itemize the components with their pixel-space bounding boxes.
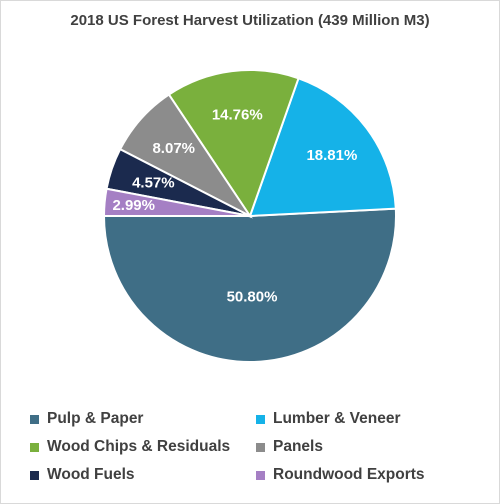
legend-item-3: Wood Chips & Residuals — [30, 438, 248, 456]
legend-label: Pulp & Paper — [47, 410, 144, 427]
pie-slice-6 — [102, 187, 251, 217]
chart-title: 2018 US Forest Harvest Utilization (439 … — [70, 12, 430, 29]
legend-swatch — [30, 414, 39, 424]
pie-slice-3 — [167, 69, 300, 219]
data-label-5: 4.57% — [132, 175, 175, 192]
data-label-3: 14.76% — [212, 107, 263, 124]
legend-label: Wood Chips & Residuals — [47, 438, 231, 455]
legend-label: Roundwood Exports — [273, 466, 425, 483]
pie-chart: 50.80% 18.81% 14.76% 8.07% 4.57% 2.99% — [102, 69, 397, 363]
data-label-6: 2.99% — [112, 197, 155, 214]
chart-legend: Pulp & Paper Lumber & Veneer Wood Chips & … — [30, 410, 480, 484]
pie-slice-1 — [102, 207, 397, 363]
legend-label: Lumber & Veneer — [273, 410, 401, 427]
legend-label: Wood Fuels — [47, 466, 135, 483]
legend-label: Panels — [273, 438, 323, 455]
legend-item-1: Pulp & Paper — [30, 410, 248, 428]
legend-swatch — [256, 442, 265, 452]
legend-swatch — [30, 442, 39, 452]
legend-swatch — [256, 470, 265, 480]
legend-item-6: Roundwood Exports — [256, 466, 456, 484]
legend-item-2: Lumber & Veneer — [256, 410, 456, 428]
legend-item-4: Panels — [256, 438, 456, 456]
legend-swatch — [256, 414, 265, 424]
data-label-1: 50.80% — [227, 288, 278, 305]
legend-item-5: Wood Fuels — [30, 466, 248, 484]
legend-swatch — [30, 470, 39, 480]
data-label-2: 18.81% — [306, 147, 357, 164]
data-label-4: 8.07% — [152, 140, 195, 157]
